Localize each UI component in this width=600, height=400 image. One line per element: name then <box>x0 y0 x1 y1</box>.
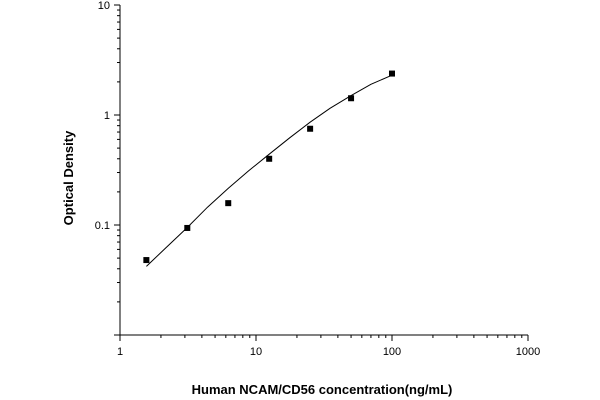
x-tick-label: 1000 <box>516 346 540 358</box>
data-markers <box>143 70 395 264</box>
fit-curve <box>146 74 393 267</box>
ticks <box>114 4 529 341</box>
x-axis-title: Human NCAM/CD56 concentration(ng/mL) <box>192 382 453 397</box>
data-point <box>225 200 232 207</box>
data-point <box>184 224 191 231</box>
data-point <box>266 155 273 162</box>
y-tick-label: 0.1 <box>95 220 110 232</box>
y-axis-title: Optical Density <box>61 130 76 225</box>
data-point <box>348 95 355 102</box>
y-tick-label: 10 <box>98 0 110 12</box>
y-tick-label: 1 <box>104 110 110 122</box>
x-tick-label: 10 <box>250 346 262 358</box>
data-point <box>143 257 150 264</box>
data-point <box>389 70 395 77</box>
data-point <box>307 125 314 132</box>
x-tick-label: 100 <box>383 346 401 358</box>
x-tick-label: 1 <box>117 346 123 358</box>
tick-labels: 1 10 100 1000 0.1 1 10 <box>95 0 541 358</box>
axes <box>119 5 528 336</box>
